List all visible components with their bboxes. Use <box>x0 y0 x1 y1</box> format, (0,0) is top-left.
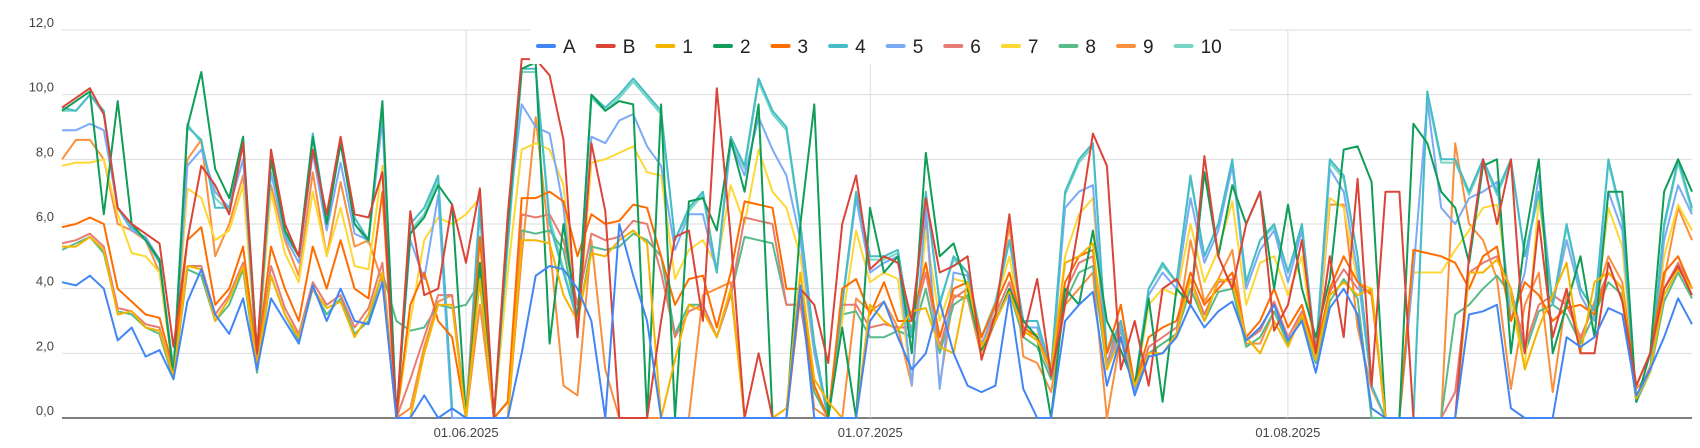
legend-label: 2 <box>740 37 751 58</box>
series-line-3 <box>61 190 1693 419</box>
y-tick-label: 8,0 <box>36 144 54 159</box>
legend-item-2[interactable]: 2 <box>712 37 751 58</box>
y-tick-label: 2,0 <box>36 338 54 353</box>
legend-item-7[interactable]: 7 <box>1000 37 1039 58</box>
legend-item-4[interactable]: 4 <box>828 37 866 58</box>
y-tick-label: 12,0 <box>29 15 54 30</box>
legend-label: 3 <box>798 37 809 58</box>
series-lines <box>61 58 1693 419</box>
legend-item-1[interactable]: 1 <box>655 37 693 58</box>
x-axis-ticks: 01.06.2025 01.07.2025 01.08.2025 <box>434 425 1321 440</box>
legend-item-6[interactable]: 6 <box>943 37 981 58</box>
y-tick-label: 10,0 <box>29 80 54 95</box>
y-tick-label: 4,0 <box>36 274 54 289</box>
legend-label: B <box>623 37 636 58</box>
series-line-5 <box>62 100 1693 419</box>
legend-item-8[interactable]: 8 <box>1058 37 1096 58</box>
y-axis-ticks: 0,0 2,0 4,0 6,0 8,0 10,0 12,0 <box>29 15 54 418</box>
legend-item-10[interactable]: 10 <box>1173 37 1222 58</box>
legend-label: 8 <box>1085 37 1096 58</box>
series-line-A <box>61 223 1693 419</box>
legend-label: 10 <box>1201 37 1222 58</box>
legend-label: 5 <box>913 37 924 58</box>
x-tick-label: 01.07.2025 <box>838 425 903 440</box>
y-tick-label: 6,0 <box>36 209 54 224</box>
legend-item-3[interactable]: 3 <box>770 37 809 58</box>
legend-background <box>530 28 1230 64</box>
y-tick-label: 0,0 <box>36 403 54 418</box>
series-line-2 <box>61 61 1693 419</box>
x-tick-label: 01.06.2025 <box>434 425 499 440</box>
legend-item-B[interactable]: B <box>595 37 636 58</box>
legend-label: 7 <box>1028 37 1039 58</box>
legend-label: 6 <box>970 37 981 58</box>
legend-item-A[interactable]: A <box>536 37 576 58</box>
legend-item-9[interactable]: 9 <box>1116 37 1154 58</box>
legend-item-5[interactable]: 5 <box>885 37 924 58</box>
legend-label: 9 <box>1143 37 1154 58</box>
chart-legend[interactable]: A B 1 2 3 4 5 6 7 8 9 10 <box>530 28 1230 64</box>
x-tick-label: 01.08.2025 <box>1255 425 1320 440</box>
legend-label: 1 <box>682 37 693 58</box>
legend-label: 4 <box>855 37 866 58</box>
legend-label: A <box>563 37 576 58</box>
